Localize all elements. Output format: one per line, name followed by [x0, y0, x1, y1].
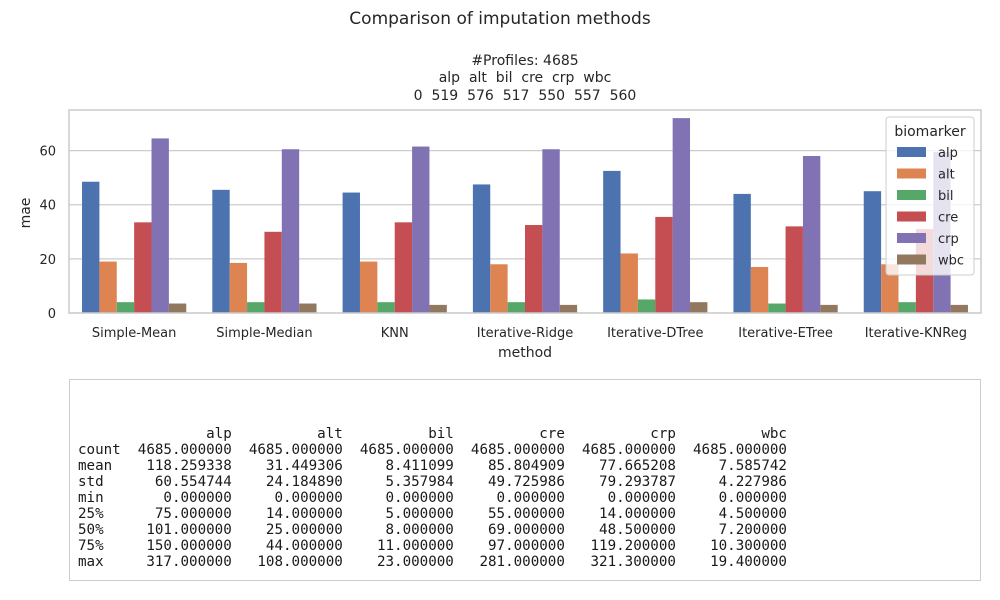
- bar-alp: [212, 189, 230, 313]
- bar-alt: [881, 264, 899, 313]
- legend-swatch-wbc: [897, 254, 926, 265]
- bars: [82, 118, 968, 314]
- y-tick-label: 60: [39, 145, 56, 160]
- bar-cre: [655, 216, 673, 313]
- bar-cre: [264, 231, 282, 313]
- bar-wbc: [950, 304, 968, 313]
- bar-cre: [134, 222, 152, 313]
- y-tick-labels: 0 20 40 60: [39, 145, 56, 322]
- y-tick-label: 40: [39, 199, 56, 214]
- x-tick-label: Simple-Mean: [92, 326, 177, 341]
- legend-label-alt: alt: [938, 168, 955, 183]
- y-tick-label: 0: [48, 307, 56, 322]
- bar-crp: [151, 138, 169, 313]
- stats-header-row: alp alt bil cre crp wbc: [206, 426, 787, 442]
- x-tick-labels: Simple-Mean Simple-Median KNN Iterative-Rid…: [92, 326, 967, 341]
- bar-wbc: [299, 303, 317, 313]
- mae-bar-chart: 0 20 40 60 Simple-Mean Simple-Median KNN Itera…: [18, 109, 982, 361]
- stats-row-max: max 317.000000 108.000000 23.000000 281.…: [78, 554, 787, 570]
- missing-values-text: 0 519 576 517 550 557 560: [413, 88, 637, 104]
- x-tick-label: Iterative-ETree: [738, 326, 833, 341]
- bar-crp: [412, 146, 430, 313]
- legend-label-cre: cre: [938, 211, 958, 226]
- stats-table: alp alt bil cre crp wbc count 4685.00000…: [78, 426, 787, 570]
- legend: biomarker alp alt bil cre crp wbc: [885, 116, 975, 276]
- x-tick-label: Iterative-KNReg: [865, 326, 967, 341]
- stats-row-count: count 4685.000000 4685.000000 4685.00000…: [78, 442, 787, 458]
- legend-label-crp: crp: [938, 232, 959, 247]
- x-tick-label: Simple-Median: [216, 326, 312, 341]
- bar-cre: [525, 225, 543, 313]
- bar-wbc: [820, 304, 838, 313]
- bar-alp: [342, 192, 360, 313]
- legend-swatch-alt: [897, 168, 926, 179]
- plot-frame: [68, 109, 982, 314]
- bar-alp: [863, 191, 882, 313]
- profiles-count-text: #Profiles: 4685: [471, 53, 579, 69]
- x-tick-label: KNN: [381, 326, 409, 341]
- bar-bil: [247, 302, 265, 313]
- bar-alt: [620, 253, 638, 313]
- legend-swatch-crp: [897, 233, 926, 243]
- legend-title: biomarker: [894, 124, 966, 140]
- bar-alt: [359, 261, 378, 313]
- bar-alt: [99, 261, 117, 313]
- figure-title: Comparison of imputation methods: [349, 9, 651, 29]
- y-axis-label: mae: [18, 198, 34, 229]
- bar-bil: [768, 303, 786, 313]
- stats-row-min: min 0.000000 0.000000 0.000000 0.000000 …: [78, 490, 787, 506]
- legend-label-bil: bil: [938, 189, 953, 204]
- bar-crp: [802, 156, 821, 313]
- x-tick-label: Iterative-Ridge: [477, 326, 573, 341]
- legend-swatch-cre: [897, 211, 926, 222]
- bar-alp: [733, 193, 751, 313]
- bar-alp: [82, 181, 100, 313]
- stats-row-std: std 60.554744 24.184890 5.357984 49.7259…: [78, 474, 787, 490]
- bar-alt: [490, 264, 508, 313]
- stats-row-mean: mean 118.259338 31.449306 8.411099 85.80…: [78, 458, 787, 474]
- stats-row-75pct: 75% 150.000000 44.000000 11.000000 97.00…: [78, 538, 787, 554]
- bar-bil: [116, 302, 135, 313]
- bar-bil: [377, 302, 395, 313]
- bar-wbc: [690, 302, 708, 313]
- bar-cre: [394, 222, 413, 313]
- bar-crp: [542, 149, 560, 313]
- stats-row-25pct: 25% 75.000000 14.000000 5.000000 55.0000…: [78, 506, 787, 522]
- bar-crp: [281, 149, 300, 313]
- bar-alt: [229, 262, 248, 313]
- bar-bil: [637, 299, 656, 313]
- y-tick-label: 20: [39, 253, 56, 268]
- bar-alp: [472, 184, 491, 313]
- bar-bil: [898, 302, 916, 313]
- bar-wbc: [429, 304, 447, 313]
- bar-alt: [750, 266, 769, 313]
- legend-label-wbc: wbc: [938, 254, 964, 269]
- bar-cre: [785, 226, 803, 313]
- bar-crp: [672, 118, 691, 314]
- stats-table-panel: [69, 379, 981, 581]
- legend-swatch-bil: [897, 190, 926, 200]
- stats-row-50pct: 50% 101.000000 25.000000 8.000000 69.000…: [78, 522, 787, 538]
- x-axis-label: method: [498, 345, 552, 361]
- missing-header-text: alp alt bil cre crp wbc: [438, 70, 612, 86]
- legend-label-alp: alp: [938, 146, 958, 161]
- bar-bil: [507, 302, 525, 313]
- bar-wbc: [168, 303, 187, 313]
- legend-swatch-alp: [897, 147, 926, 157]
- bar-alp: [603, 170, 621, 313]
- x-tick-label: Iterative-DTree: [607, 326, 703, 341]
- bar-wbc: [559, 304, 578, 313]
